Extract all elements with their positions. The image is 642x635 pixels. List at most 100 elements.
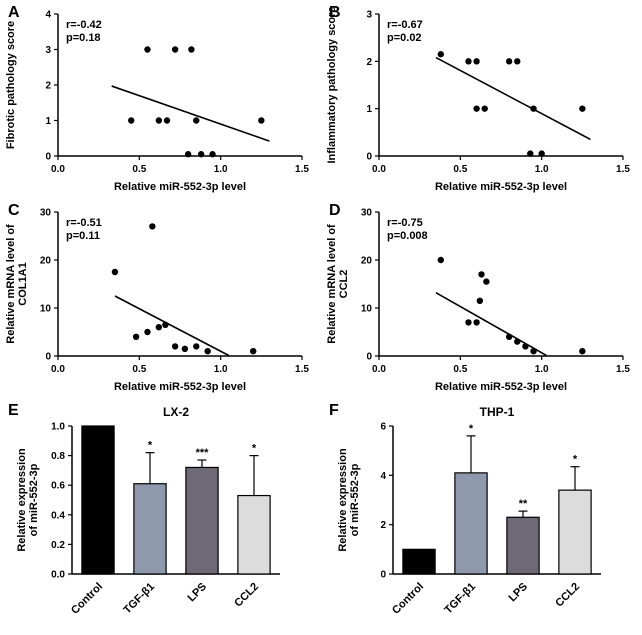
y-tick-label: 6 xyxy=(380,422,386,433)
panel-d-label: D xyxy=(329,202,341,219)
y-tick-label: 0 xyxy=(366,352,372,363)
y-tick-label: 2 xyxy=(380,520,386,531)
category-label: Control xyxy=(69,581,105,617)
bar xyxy=(185,466,219,575)
x-tick-label: 1.0 xyxy=(214,364,228,375)
y-tick-label: 0.4 xyxy=(51,510,65,521)
panel-b-label: B xyxy=(329,4,341,21)
panel-f-label: F xyxy=(329,402,339,419)
y-tick-label: 0 xyxy=(380,570,386,581)
y-axis-label: Relative mRNA level of xyxy=(5,224,17,344)
axes: 0.0 0.5 1.0 1.5 0 1 2 3 4 xyxy=(45,10,309,176)
y-tick-label: 4 xyxy=(380,471,386,482)
stats-annotation: p=0.008 xyxy=(387,230,428,242)
y-tick-label: 1 xyxy=(45,116,51,127)
category-label: CCL2 xyxy=(553,581,582,610)
panel-a-label: A xyxy=(8,4,20,21)
panel-c-scatter-chart: 0.0 0.5 1.0 1.5 0 10 20 30 Relative miR-552-3p l… xyxy=(5,208,310,394)
x-tick-label: 1.0 xyxy=(535,364,549,375)
y-axis-label: Relative mRNA level of xyxy=(326,224,338,344)
y-tick-label: 0.8 xyxy=(51,451,65,462)
y-axis-label: Fibrotic pathology score xyxy=(5,21,17,149)
panel-f: F 0 2 4 6 THP-1 Relative expression of miR-552… xyxy=(321,398,642,635)
x-axis-label: Relative miR-552-3p level xyxy=(114,181,246,193)
category-label: TGF-β1 xyxy=(121,581,157,617)
stats-annotation: r=-0.75 xyxy=(387,217,423,229)
regression-line xyxy=(111,85,270,142)
x-tick-label: 1.5 xyxy=(616,364,630,375)
bars: **** xyxy=(402,423,592,575)
x-tick-label: 1.5 xyxy=(295,164,309,175)
significance-marker: * xyxy=(148,440,153,452)
bar xyxy=(454,472,488,575)
x-tick-label: 0.0 xyxy=(51,364,65,375)
regression-line xyxy=(435,291,547,357)
y-axis-label: Relative expression xyxy=(16,448,28,552)
bar xyxy=(81,425,115,575)
x-tick-label: 1.5 xyxy=(616,164,630,175)
y-axis-label: of miR-552-3p xyxy=(349,463,361,536)
y-tick-label: 4 xyxy=(45,10,51,21)
regression-line xyxy=(114,295,230,357)
stats-annotation: p=0.11 xyxy=(66,230,100,242)
y-tick-label: 2 xyxy=(366,57,372,68)
y-tick-label: 3 xyxy=(366,10,372,21)
panel-d-scatter-chart: 0.0 0.5 1.0 1.5 0 10 20 30 Relative miR-552-3p l… xyxy=(326,208,630,394)
panel-b-scatter-chart: 0.0 0.5 1.0 1.5 0 1 2 3 Relative miR-552-3p leve… xyxy=(326,6,630,193)
chart-title: THP-1 xyxy=(480,405,515,419)
category-label: TGF-β1 xyxy=(442,581,478,617)
panel-f-bar-chart: 0 2 4 6 THP-1 Relative expression of miR-552-3… xyxy=(337,405,601,617)
x-tick-label: 0.5 xyxy=(453,364,467,375)
y-tick-label: 2 xyxy=(45,81,51,92)
significance-marker: * xyxy=(252,443,257,455)
data-points xyxy=(437,256,586,355)
category-label: Control xyxy=(390,581,426,617)
x-axis-label: Relative miR-552-3p level xyxy=(435,381,567,393)
y-tick-label: 0.2 xyxy=(51,540,65,551)
x-tick-label: 0.5 xyxy=(132,164,146,175)
x-tick-label: 1.0 xyxy=(535,164,549,175)
x-tick-label: 0.0 xyxy=(372,364,386,375)
bars: **** * xyxy=(81,425,271,575)
y-axis-label: of miR-552-3p xyxy=(28,463,40,536)
panel-c: C 0.0 0.5 1.0 1.5 0 10 20 30 Relative miR-552-3p… xyxy=(0,198,321,398)
panel-d: D 0.0 0.5 1.0 1.5 0 10 20 30 Relative miR-552-3p… xyxy=(321,198,642,398)
category-label: LPS xyxy=(185,581,209,605)
y-tick-label: 10 xyxy=(361,304,373,315)
y-tick-label: 1.0 xyxy=(51,422,65,433)
y-tick-label: 0.6 xyxy=(51,481,65,492)
stats-annotation: p=0.18 xyxy=(66,32,101,44)
y-tick-label: 20 xyxy=(40,256,52,267)
y-tick-label: 3 xyxy=(45,45,51,56)
panel-e: E 0.0 0.2 0.4 0.6 0.8 1.0 LX-2 Relative express… xyxy=(0,398,321,635)
y-axis-label: Relative expression xyxy=(337,448,349,552)
x-tick-label: 0.5 xyxy=(132,364,146,375)
significance-marker: * xyxy=(573,454,578,466)
y-tick-label: 0 xyxy=(45,352,51,363)
regression-line xyxy=(435,56,591,141)
stats-annotation: r=-0.51 xyxy=(66,217,102,229)
y-tick-label: 0.0 xyxy=(51,570,65,581)
x-tick-label: 0.0 xyxy=(51,164,65,175)
y-tick-label: 30 xyxy=(361,208,373,219)
bar xyxy=(402,548,436,575)
category-label: LPS xyxy=(506,581,530,605)
panel-e-label: E xyxy=(8,402,19,419)
y-tick-label: 10 xyxy=(40,304,52,315)
significance-marker: * xyxy=(469,423,474,435)
bar xyxy=(133,483,167,575)
stats-annotation: r=-0.67 xyxy=(387,19,423,31)
data-points xyxy=(128,46,265,158)
x-tick-label: 1.0 xyxy=(214,164,228,175)
category-label: CCL2 xyxy=(232,581,261,610)
panel-a: A 0.0 0.5 1.0 1.5 0 1 2 3 4 Relative miR-552-3p l… xyxy=(0,0,321,198)
axes: 0.0 0.5 1.0 1.5 0 10 20 30 xyxy=(40,208,310,376)
y-tick-label: 0 xyxy=(45,152,51,163)
x-axis-label: Relative miR-552-3p level xyxy=(435,181,567,193)
significance-marker: *** xyxy=(196,447,210,459)
panel-e-bar-chart: 0.0 0.2 0.4 0.6 0.8 1.0 LX-2 Relative expressio… xyxy=(16,405,280,617)
panel-a-scatter-chart: 0.0 0.5 1.0 1.5 0 1 2 3 4 Relative miR-552-3p lev… xyxy=(5,10,309,194)
x-tick-label: 0.0 xyxy=(372,164,386,175)
significance-marker: ** xyxy=(519,498,528,510)
